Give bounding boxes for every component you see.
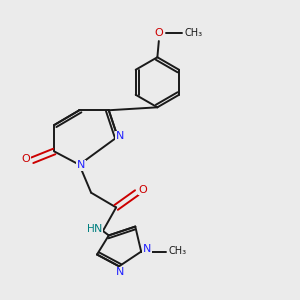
Text: N: N — [116, 267, 124, 277]
Text: O: O — [154, 28, 163, 38]
Text: O: O — [139, 185, 148, 195]
Text: CH₃: CH₃ — [168, 246, 186, 256]
Text: N: N — [116, 131, 124, 141]
Text: CH₃: CH₃ — [184, 28, 202, 38]
Text: H: H — [87, 224, 94, 234]
Text: N: N — [76, 160, 85, 170]
Text: N: N — [94, 224, 103, 234]
Text: O: O — [21, 154, 30, 164]
Text: N: N — [143, 244, 151, 254]
